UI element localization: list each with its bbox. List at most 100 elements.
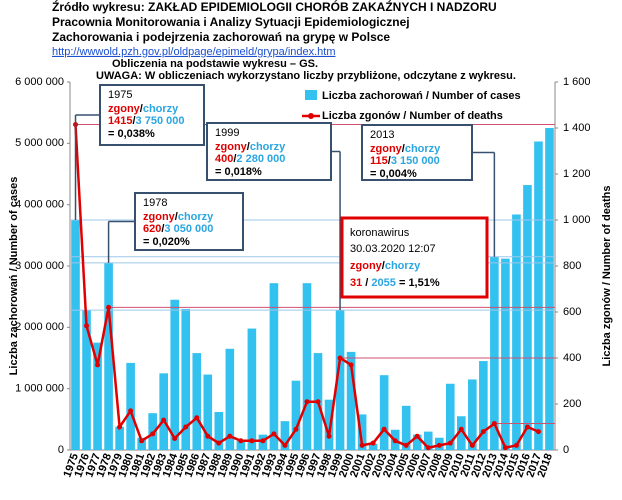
header-line: Pracownia Monitorowania i Analizy Sytuac… xyxy=(52,15,410,29)
bar xyxy=(457,416,466,450)
deaths-point xyxy=(469,442,475,448)
annotation-line: zgony/chorzy xyxy=(370,143,441,155)
annotation-box xyxy=(134,192,244,251)
y2-tick-label: 1 400 xyxy=(563,122,591,134)
annotation-text: 2 280 000 xyxy=(236,153,285,165)
deaths-point xyxy=(282,442,288,448)
annotation-text: / xyxy=(161,223,164,235)
header-line: Zachorowania i podejrzenia zachorowań na… xyxy=(52,30,390,44)
annotation-line: 1415/3 750 000 xyxy=(108,115,184,127)
legend-label: Liczba zgonów / Number of deaths xyxy=(322,110,503,122)
legend-label: Liczba zachorowań / Number of cases xyxy=(322,90,521,102)
bar xyxy=(501,258,510,450)
y2-tick-label: 200 xyxy=(563,398,581,410)
bar xyxy=(181,308,191,450)
deaths-point xyxy=(161,417,167,423)
annotation-text: 31 xyxy=(350,277,362,289)
y-axis-label: Liczba zachorowań / Number of cases xyxy=(8,177,20,376)
deaths-point xyxy=(359,442,365,448)
y2-axis-label: Liczba zgonów / Number of deaths xyxy=(601,186,613,367)
deaths-point xyxy=(436,442,442,448)
annotation-text: / xyxy=(388,155,391,167)
annotation-text: / xyxy=(140,103,143,115)
annotation-text: 3 050 000 xyxy=(164,223,213,235)
bar xyxy=(71,220,80,450)
annotation-text: 115 xyxy=(370,155,388,167)
annotation-year: 1978 xyxy=(143,197,167,209)
annotation-text: zgony xyxy=(143,211,176,223)
deaths-point xyxy=(271,431,277,437)
note: UWAGA: W obliczeniach wykorzystano liczb… xyxy=(96,70,516,82)
bar xyxy=(346,351,356,450)
deaths-point xyxy=(513,442,519,448)
y-tick-label: 1 000 000 xyxy=(15,383,64,395)
annotation-text: 620 xyxy=(143,223,161,235)
legend-swatch xyxy=(305,90,317,100)
deaths-point xyxy=(293,426,299,432)
annotation-text: = 1,51% xyxy=(396,277,440,289)
deaths-point xyxy=(535,429,541,435)
deaths-point xyxy=(216,440,222,446)
bar xyxy=(137,437,146,450)
bar xyxy=(170,299,180,450)
annotation-line: zgony/chorzy xyxy=(143,211,214,223)
deaths-point xyxy=(84,323,90,329)
annotation-year: 2013 xyxy=(370,129,394,141)
bar xyxy=(368,443,378,450)
corona-line: 31 / 2055 = 1,51% xyxy=(350,277,440,289)
header-line: Źródło wykresu: ZAKŁAD EPIDEMIOLOGII CHO… xyxy=(52,0,497,14)
annotation-year: 1999 xyxy=(215,127,239,139)
annotation-text: / xyxy=(175,211,178,223)
deaths-point xyxy=(381,426,387,432)
deaths-point xyxy=(260,438,266,444)
deaths-point xyxy=(480,429,486,435)
annotation-text: zgony xyxy=(215,141,248,153)
annotation-text: chorzy xyxy=(143,103,179,115)
bar xyxy=(479,361,488,450)
annotation-ratio: = 0,018% xyxy=(215,166,262,178)
note: Obliczenia na podstawie wykresu – GS. xyxy=(112,58,318,70)
deaths-point xyxy=(403,442,409,448)
deaths-point xyxy=(524,424,530,430)
deaths-point xyxy=(370,440,376,446)
annotation-text: / xyxy=(233,153,236,165)
deaths-point xyxy=(315,399,321,405)
deaths-point xyxy=(194,415,200,421)
header-link[interactable]: http://wwwold.pzh.gov.pl/oldpage/epimeld… xyxy=(52,46,336,58)
bar xyxy=(192,353,202,450)
y2-tick-label: 400 xyxy=(563,352,581,364)
annotation-text: zgony xyxy=(370,143,403,155)
bar xyxy=(214,411,224,450)
annotation-text: / xyxy=(402,143,405,155)
deaths-point xyxy=(238,438,244,444)
bar xyxy=(291,380,301,450)
annotation-box xyxy=(206,122,332,181)
y-tick-label: 6 000 000 xyxy=(15,76,64,88)
deaths-point xyxy=(205,433,211,439)
bar xyxy=(225,348,235,450)
bar xyxy=(302,283,312,450)
bar xyxy=(445,383,455,450)
annotation-ratio: = 0,020% xyxy=(143,236,190,248)
deaths-point xyxy=(392,438,398,444)
corona-title: koronawirus xyxy=(350,227,410,239)
annotation-text: / xyxy=(362,277,371,289)
bar xyxy=(490,256,499,450)
annotation-line: zgony/chorzy xyxy=(215,141,286,153)
deaths-point xyxy=(249,438,255,444)
deaths-point xyxy=(337,355,343,361)
bar xyxy=(324,399,334,450)
y2-tick-label: 1 200 xyxy=(563,168,591,180)
corona-line: zgony/chorzy xyxy=(350,260,421,272)
corona-date: 30.03.2020 12:07 xyxy=(350,243,436,255)
deaths-point xyxy=(172,436,178,441)
y-tick-label: 2 000 000 xyxy=(15,321,64,333)
bar xyxy=(357,414,367,450)
deaths-point xyxy=(106,304,112,310)
bar xyxy=(534,141,543,450)
deaths-point xyxy=(414,433,420,439)
bar xyxy=(104,262,113,450)
bar xyxy=(468,379,477,450)
bar xyxy=(236,440,246,450)
